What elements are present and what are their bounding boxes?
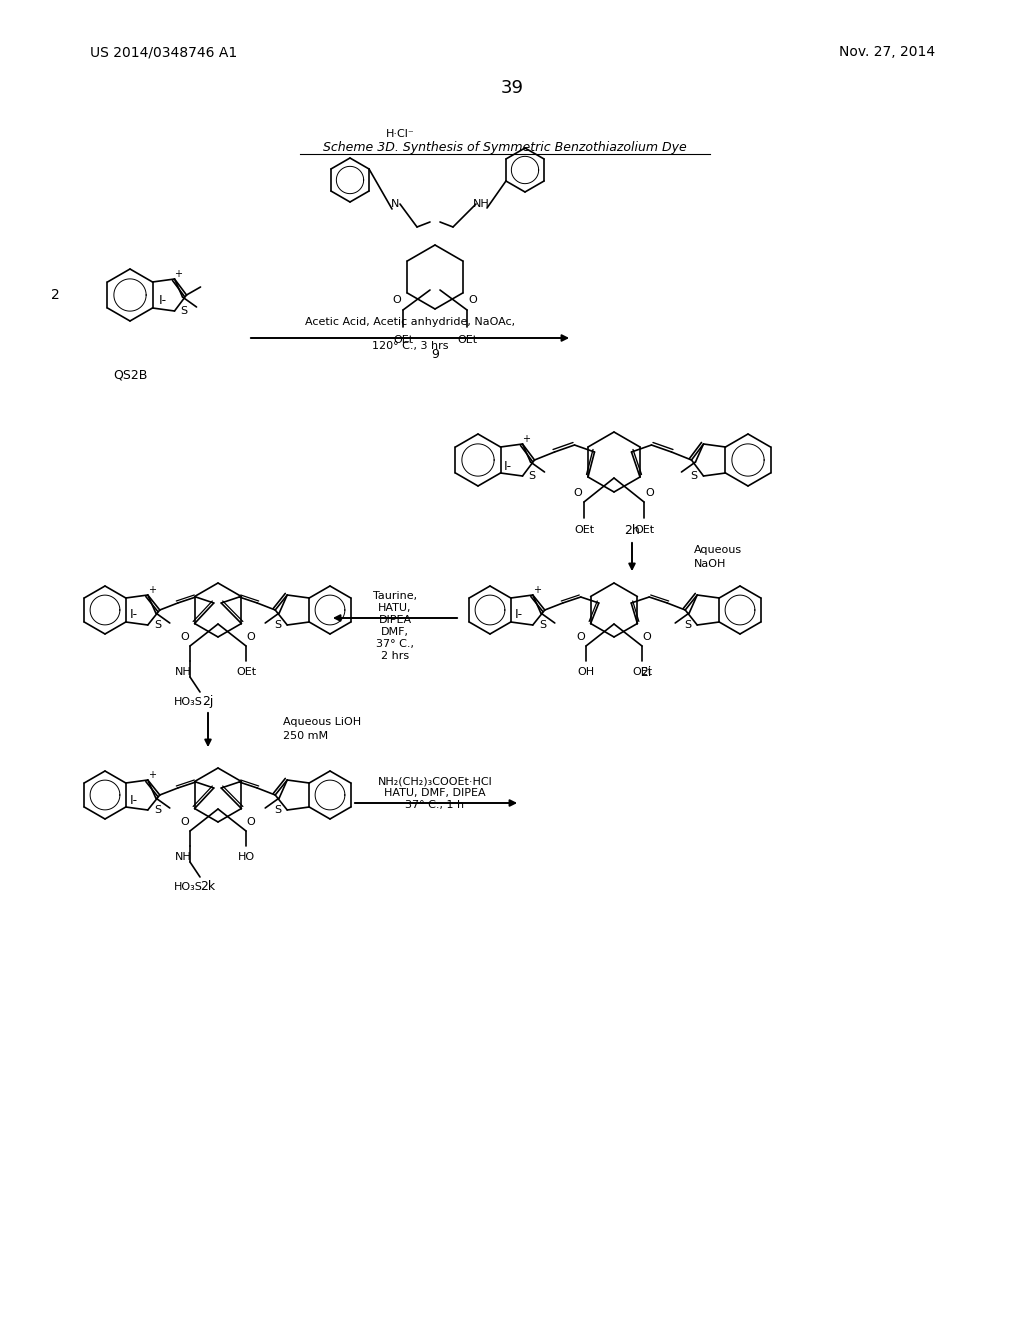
Text: Taurine,: Taurine, — [373, 591, 417, 601]
Text: Aqueous: Aqueous — [694, 545, 742, 554]
Text: I-: I- — [130, 793, 138, 807]
Text: NH₂(CH₂)₃COOEt·HCl: NH₂(CH₂)₃COOEt·HCl — [378, 776, 493, 785]
Text: +: + — [532, 585, 541, 595]
Text: O: O — [247, 632, 255, 642]
Text: OEt: OEt — [457, 335, 477, 345]
Text: I-: I- — [504, 459, 512, 473]
Text: HATU, DMF, DIPEA: HATU, DMF, DIPEA — [384, 788, 485, 799]
Text: O: O — [469, 294, 477, 305]
Text: DMF,: DMF, — [381, 627, 409, 638]
Text: 2k: 2k — [201, 880, 216, 894]
Text: 37° C., 1 h: 37° C., 1 h — [406, 800, 465, 810]
Text: O: O — [577, 632, 586, 642]
Text: US 2014/0348746 A1: US 2014/0348746 A1 — [90, 45, 238, 59]
Text: O: O — [643, 632, 651, 642]
Text: Acetic Acid, Acetic anhydride, NaOAc,: Acetic Acid, Acetic anhydride, NaOAc, — [305, 317, 515, 327]
Text: 37° C.,: 37° C., — [376, 639, 414, 649]
Text: +: + — [174, 269, 182, 279]
Text: HO₃S: HO₃S — [173, 697, 203, 708]
Text: QS2B: QS2B — [113, 368, 147, 381]
Text: OEt: OEt — [393, 335, 413, 345]
Text: Aqueous LiOH: Aqueous LiOH — [283, 717, 361, 727]
Text: NaOH: NaOH — [694, 558, 726, 569]
Text: S: S — [528, 471, 536, 480]
Text: I-: I- — [159, 294, 167, 308]
Text: OEt: OEt — [632, 667, 652, 677]
Text: HO₃S: HO₃S — [173, 882, 203, 892]
Text: HO: HO — [238, 851, 255, 862]
Text: 2 hrs: 2 hrs — [381, 651, 409, 661]
Text: +: + — [147, 770, 156, 780]
Text: NH: NH — [175, 667, 191, 677]
Text: O: O — [247, 817, 255, 828]
Text: 9: 9 — [431, 347, 439, 360]
Text: H·Cl⁻: H·Cl⁻ — [386, 129, 415, 139]
Text: 2: 2 — [50, 288, 59, 302]
Text: HATU,: HATU, — [378, 603, 412, 612]
Text: S: S — [539, 620, 546, 630]
Text: 250 mM: 250 mM — [283, 731, 328, 741]
Text: Nov. 27, 2014: Nov. 27, 2014 — [839, 45, 935, 59]
Text: O: O — [573, 488, 583, 498]
Text: S: S — [154, 805, 161, 814]
Text: Scheme 3D. Synthesis of Symmetric Benzothiazolium Dye: Scheme 3D. Synthesis of Symmetric Benzot… — [324, 141, 687, 154]
Text: 39: 39 — [501, 79, 523, 96]
Text: 2i: 2i — [640, 665, 651, 678]
Text: I-: I- — [515, 609, 523, 622]
Text: +: + — [147, 585, 156, 595]
Text: S: S — [684, 620, 691, 630]
Text: NH: NH — [175, 851, 191, 862]
Text: OH: OH — [578, 667, 595, 677]
Text: 2j: 2j — [203, 696, 214, 709]
Text: OEt: OEt — [236, 667, 256, 677]
Text: O: O — [180, 817, 189, 828]
Text: S: S — [154, 620, 161, 630]
Text: OEt: OEt — [634, 525, 654, 535]
Text: S: S — [690, 471, 697, 480]
Text: S: S — [274, 805, 282, 814]
Text: O: O — [645, 488, 654, 498]
Text: S: S — [274, 620, 282, 630]
Text: S: S — [180, 306, 187, 315]
Text: OEt: OEt — [573, 525, 594, 535]
Text: O: O — [180, 632, 189, 642]
Text: O: O — [392, 294, 401, 305]
Text: 2h: 2h — [624, 524, 640, 536]
Text: N: N — [391, 199, 399, 209]
Text: NH: NH — [473, 199, 489, 209]
Text: I-: I- — [130, 609, 138, 622]
Text: 120° C., 3 hrs: 120° C., 3 hrs — [372, 341, 449, 351]
Text: DIPEA: DIPEA — [379, 615, 412, 624]
Text: +: + — [522, 434, 530, 444]
